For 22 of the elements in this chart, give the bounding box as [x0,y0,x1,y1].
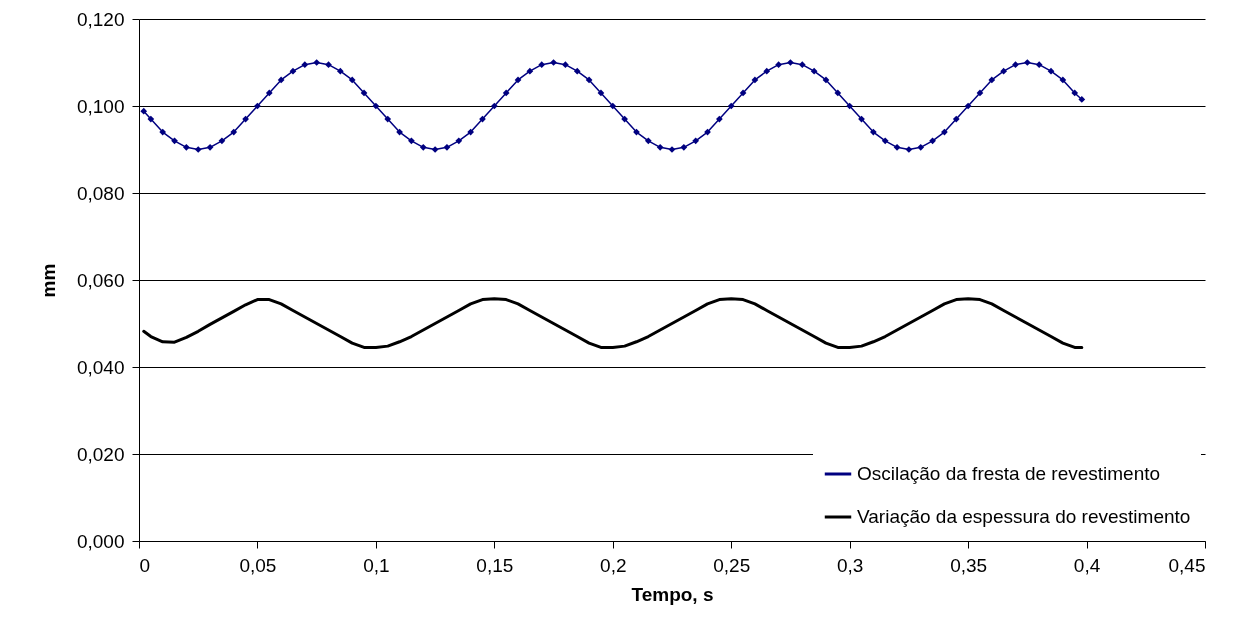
x-tick-label: 0,3 [836,554,864,576]
x-tick-label: 0,15 [476,554,514,576]
y-axis-title: mm [37,263,59,298]
x-tick-label: 0,05 [239,554,277,576]
y-tick-label: 0,120 [76,8,125,30]
y-tick-label: 0,000 [76,530,125,552]
legend-label: Oscilação da fresta de revestimento [857,463,1161,484]
x-tick-label: 0,25 [713,554,751,576]
y-tick-label: 0,020 [76,443,125,465]
y-tick-label: 0,080 [76,182,125,204]
y-tick-label: 0,060 [76,269,125,291]
x-tick-label: 0,45 [1168,554,1206,576]
x-axis-title: Tempo, s [631,583,714,605]
x-tick-label: 0,1 [363,554,390,576]
x-tick-label: 0,2 [600,554,627,576]
x-tick-label: 0,35 [950,554,988,576]
y-tick-label: 0,040 [76,356,125,378]
line-series [142,297,1084,349]
y-tick-label: 0,100 [76,95,125,117]
x-tick-label: 0 [139,554,151,576]
legend-label: Variação da espessura do revestimento [857,506,1191,527]
x-tick-label: 0,4 [1073,554,1101,576]
